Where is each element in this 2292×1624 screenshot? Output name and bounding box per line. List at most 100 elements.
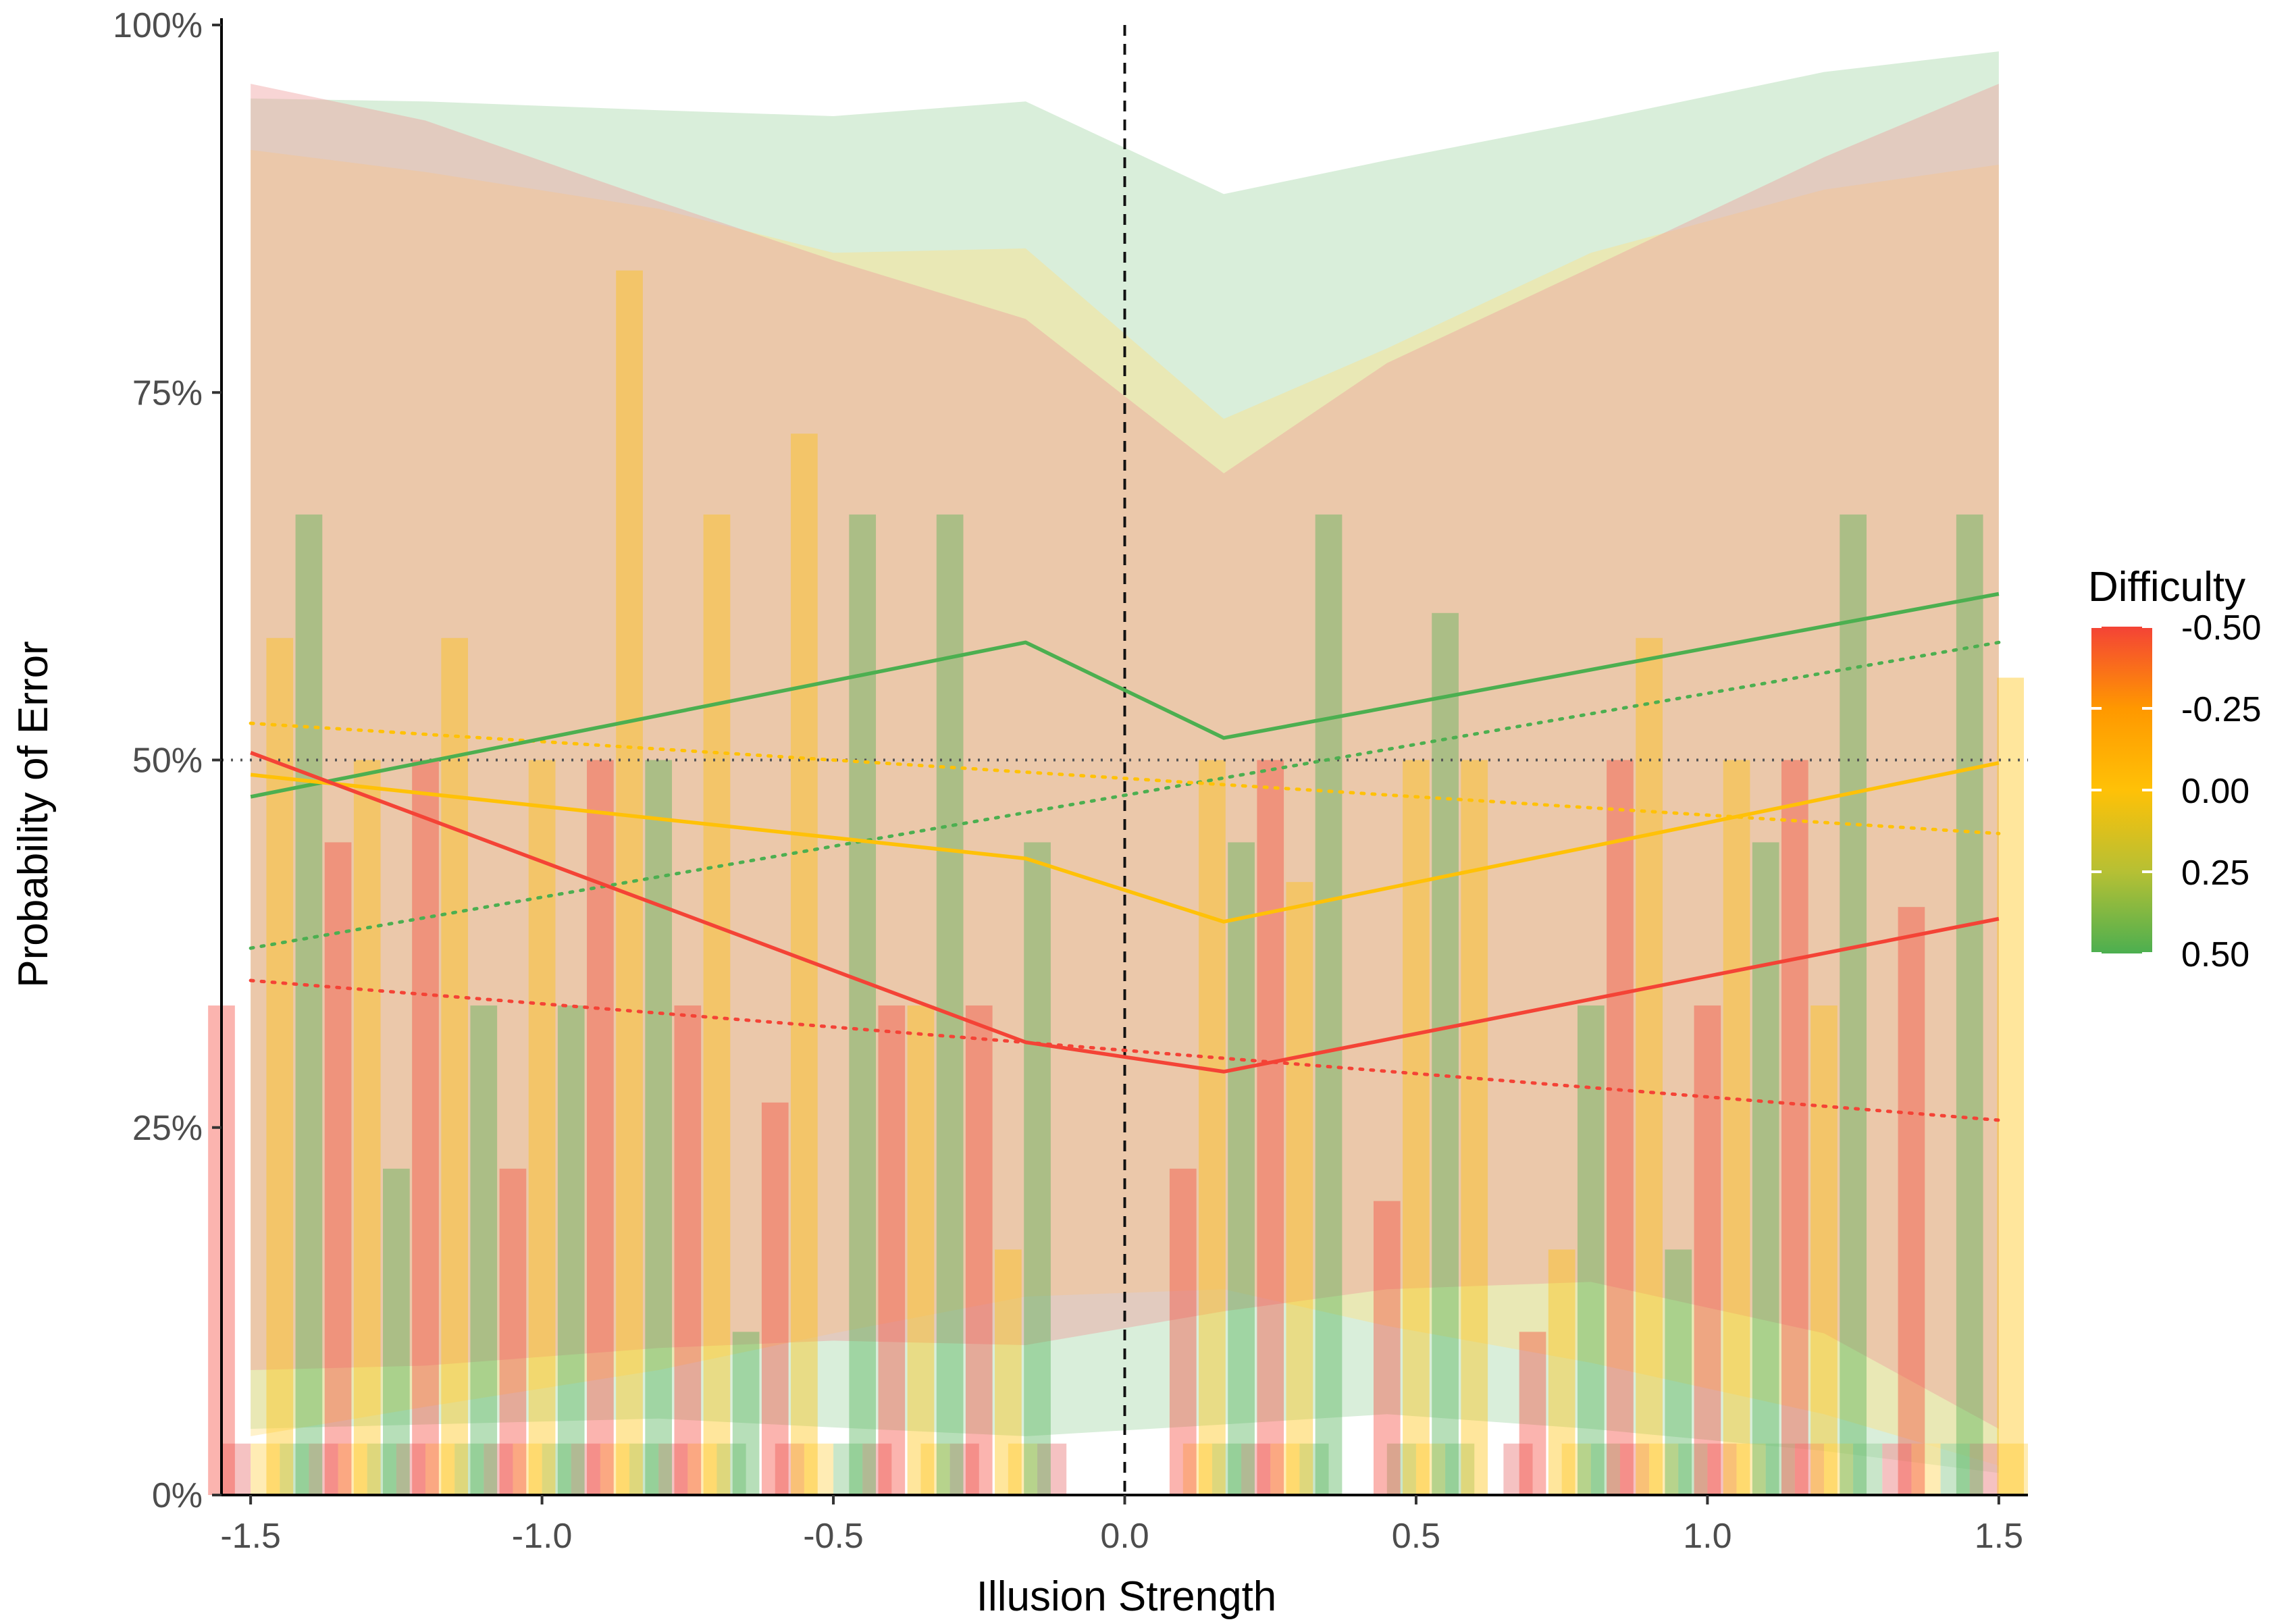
baseline-strip bbox=[687, 1443, 717, 1495]
bar bbox=[1752, 842, 1779, 1495]
x-tick-label: 1.5 bbox=[1975, 1517, 2023, 1556]
trend-line bbox=[249, 721, 2001, 835]
bar bbox=[849, 514, 877, 1496]
bar bbox=[645, 760, 673, 1495]
bar bbox=[1315, 514, 1343, 1496]
legend-title: Difficulty bbox=[2088, 564, 2245, 610]
bar bbox=[616, 270, 643, 1496]
bar bbox=[266, 637, 294, 1495]
bar bbox=[1997, 677, 2024, 1495]
baseline-strip bbox=[658, 1443, 688, 1495]
bar bbox=[1024, 842, 1051, 1495]
bar bbox=[1403, 760, 1430, 1495]
trend-line bbox=[249, 640, 2001, 950]
bar bbox=[1548, 1249, 1575, 1495]
baseline-strip bbox=[1590, 1443, 1620, 1495]
baseline-strip bbox=[1969, 1443, 1999, 1495]
plot-area bbox=[208, 25, 2028, 1496]
baseline-strip bbox=[1736, 1443, 1766, 1495]
baseline-strip bbox=[1182, 1443, 1212, 1495]
series-line bbox=[250, 761, 2000, 924]
baseline-strip bbox=[251, 1443, 280, 1495]
baseline-strip bbox=[338, 1443, 367, 1495]
legend-label: 0.50 bbox=[2181, 935, 2249, 974]
bar bbox=[1286, 882, 1313, 1495]
bar bbox=[732, 1332, 760, 1495]
bar bbox=[528, 760, 556, 1495]
bar bbox=[1840, 514, 1867, 1496]
legend-label: 0.00 bbox=[2181, 772, 2249, 811]
baseline-strip bbox=[1561, 1443, 1591, 1495]
bar bbox=[1956, 514, 1983, 1496]
baseline-strip bbox=[454, 1443, 484, 1495]
bar bbox=[587, 760, 614, 1495]
bar bbox=[353, 760, 381, 1495]
y-tick-label: 25% bbox=[132, 1109, 203, 1148]
baseline-strip bbox=[367, 1443, 396, 1495]
baseline-strip bbox=[396, 1443, 426, 1495]
bar bbox=[1577, 1005, 1605, 1495]
baseline-strip bbox=[1765, 1443, 1795, 1495]
baseline-strip bbox=[1037, 1443, 1067, 1495]
baseline-strip bbox=[1853, 1443, 1883, 1495]
baseline-strip bbox=[1415, 1443, 1446, 1495]
bar bbox=[1169, 1168, 1197, 1495]
bar bbox=[1607, 760, 1634, 1495]
bar bbox=[441, 637, 469, 1495]
bar bbox=[965, 1005, 993, 1495]
baseline-strip bbox=[949, 1443, 979, 1495]
bar bbox=[674, 1005, 702, 1495]
x-tick-label: -1.5 bbox=[220, 1517, 281, 1556]
baseline-strip bbox=[775, 1443, 804, 1495]
bar bbox=[1432, 612, 1459, 1495]
baseline-strip bbox=[1619, 1443, 1650, 1495]
bar bbox=[1373, 1201, 1401, 1495]
baseline-strip bbox=[600, 1443, 630, 1495]
baseline-strip bbox=[425, 1443, 455, 1495]
bar bbox=[383, 1168, 410, 1495]
bar bbox=[499, 1168, 527, 1495]
bar bbox=[1257, 760, 1284, 1495]
baseline-strip bbox=[513, 1443, 542, 1495]
baseline-strip bbox=[804, 1443, 834, 1495]
baseline-strip bbox=[1998, 1443, 2028, 1495]
x-tick-label: 1.0 bbox=[1683, 1517, 1731, 1556]
bar bbox=[557, 1005, 585, 1495]
baseline-strip bbox=[1270, 1443, 1300, 1495]
bar bbox=[1228, 842, 1255, 1495]
y-axis-title: Probability of Error bbox=[10, 641, 57, 987]
baseline-strip bbox=[1386, 1443, 1416, 1495]
legend-label: 0.25 bbox=[2181, 854, 2249, 893]
baseline-strip bbox=[309, 1443, 338, 1495]
series-line bbox=[250, 592, 2000, 799]
baseline-strip bbox=[1008, 1443, 1038, 1495]
series-line bbox=[250, 751, 2000, 1074]
baseline-strip bbox=[542, 1443, 571, 1495]
bar bbox=[1665, 1249, 1692, 1495]
bar bbox=[1461, 760, 1488, 1495]
bar bbox=[703, 514, 731, 1496]
baseline-strip bbox=[629, 1443, 659, 1495]
trend-line bbox=[249, 978, 2001, 1122]
bar bbox=[1811, 1005, 1838, 1495]
baseline-strip bbox=[280, 1443, 309, 1495]
bar bbox=[995, 1249, 1022, 1495]
ribbon-difficulty-0 bbox=[251, 51, 1999, 1473]
bar bbox=[936, 514, 964, 1496]
bar bbox=[470, 1005, 498, 1495]
baseline-strip bbox=[1649, 1443, 1679, 1495]
baseline-strip bbox=[1823, 1443, 1854, 1495]
baseline-strip bbox=[1678, 1443, 1708, 1495]
bar bbox=[295, 514, 323, 1496]
bar bbox=[1519, 1332, 1546, 1495]
baseline-strip bbox=[920, 1443, 950, 1495]
legend-label: -0.25 bbox=[2181, 690, 2262, 729]
legend: Difficulty -0.50 -0.25 0.00 0.25 0.50 bbox=[2088, 564, 2262, 974]
x-axis-title: Illusion Strength bbox=[976, 1573, 1277, 1620]
baseline-strip bbox=[1882, 1443, 1912, 1495]
baseline-strip bbox=[862, 1443, 892, 1495]
bar bbox=[878, 1005, 906, 1495]
bar bbox=[907, 1005, 935, 1495]
